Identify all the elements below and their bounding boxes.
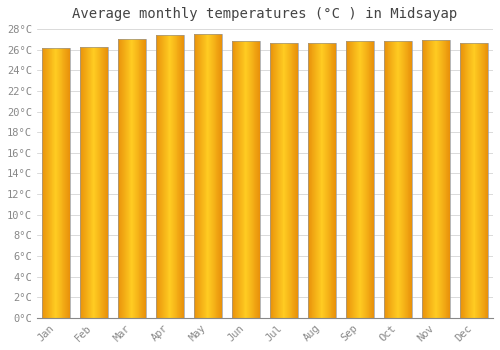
Bar (80, 47, 108, 318)
Bar (384, 41, 412, 318)
Bar (422, 40, 450, 318)
Bar (346, 41, 374, 318)
Bar (460, 43, 488, 318)
Bar (232, 41, 260, 318)
Title: Average monthly temperatures (°C ) in Midsayap: Average monthly temperatures (°C ) in Mi… (72, 7, 458, 21)
Bar (194, 34, 222, 318)
Bar (308, 43, 336, 318)
Bar (156, 35, 184, 318)
Bar (42, 48, 70, 318)
Bar (118, 39, 146, 318)
Bar (270, 43, 298, 318)
